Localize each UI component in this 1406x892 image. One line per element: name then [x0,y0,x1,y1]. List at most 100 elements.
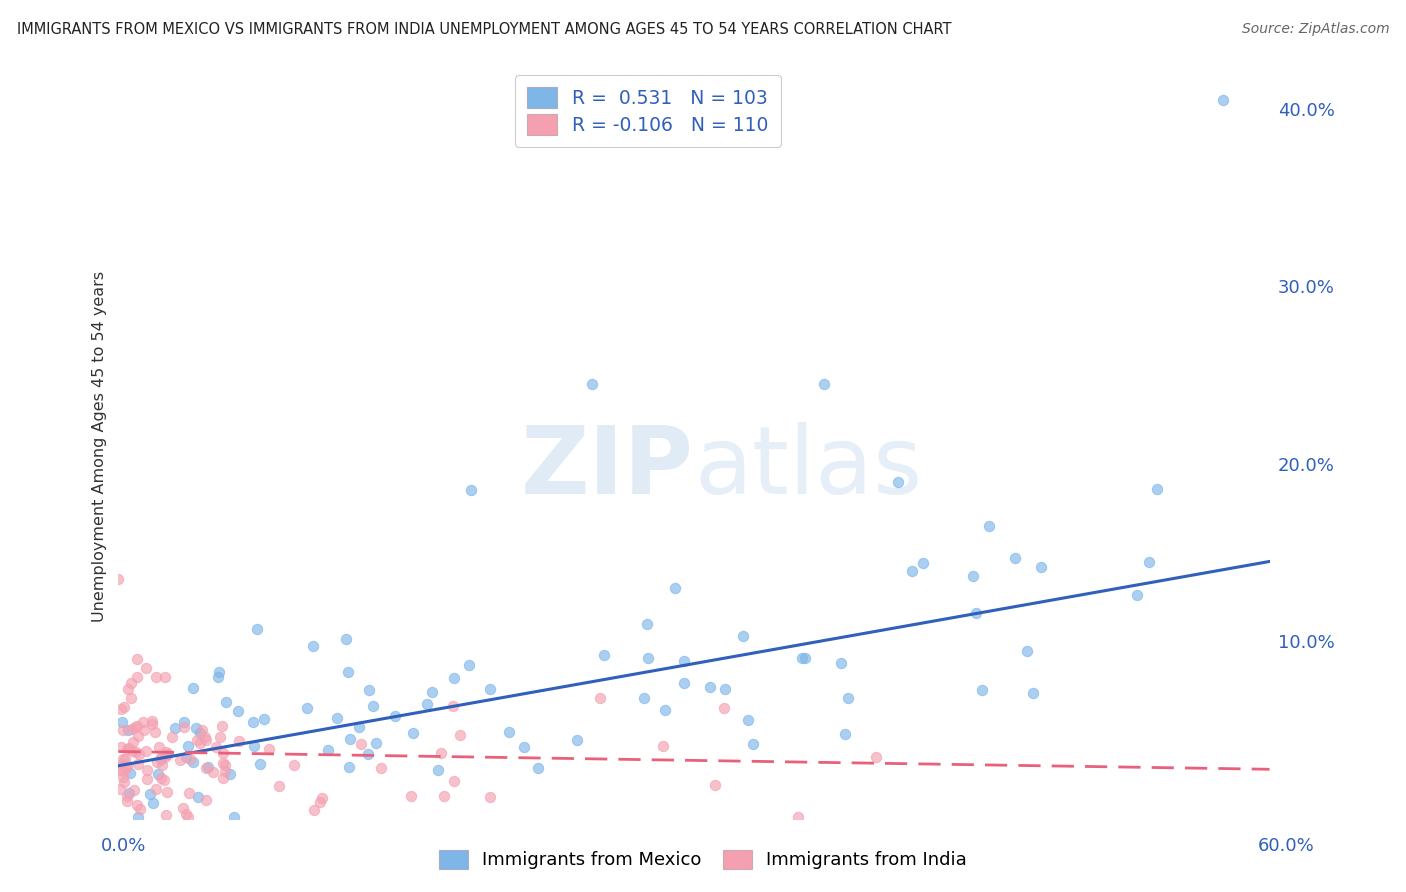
Y-axis label: Unemployment Among Ages 45 to 54 years: Unemployment Among Ages 45 to 54 years [93,270,107,622]
Point [112,774,135,789]
Point [153,749,176,764]
Point [787,810,810,824]
Point [191,723,214,738]
Point [112,770,135,784]
Point [114,752,136,766]
Point [179,751,201,765]
Point [127,729,149,743]
Point [1031,560,1053,574]
Point [339,760,361,774]
Point [965,606,987,620]
Point [498,724,520,739]
Point [479,682,502,697]
Point [1212,93,1234,107]
Point [215,695,238,709]
Point [117,681,139,696]
Point [115,759,138,773]
Point [652,739,675,753]
Text: atlas: atlas [695,423,922,515]
Point [637,650,659,665]
Point [208,665,231,679]
Point [149,771,172,785]
Point [173,720,195,734]
Point [654,703,676,717]
Point [127,757,149,772]
Point [335,632,357,646]
Point [111,751,134,765]
Point [132,723,155,738]
Point [366,736,388,750]
Point [672,676,695,690]
Point [211,719,233,733]
Point [742,737,765,751]
Point [156,785,179,799]
Point [714,681,737,696]
Point [179,786,201,800]
Point [347,720,370,734]
Point [115,742,138,756]
Point [834,727,856,741]
Point [177,810,200,824]
Point [565,733,588,747]
Point [111,723,134,737]
Point [901,564,924,578]
Point [145,670,167,684]
Point [112,700,135,714]
Point [318,743,340,757]
Point [114,761,136,775]
Point [359,682,381,697]
Point [145,782,167,797]
Point [129,802,152,816]
Point [111,757,134,772]
Point [793,650,815,665]
Point [156,747,179,761]
Point [121,722,143,736]
Point [633,691,655,706]
Point [224,810,246,824]
Point [253,712,276,726]
Point [384,708,406,723]
Point [155,807,177,822]
Point [150,752,173,766]
Point [124,783,146,797]
Point [115,789,138,804]
Point [214,764,236,779]
Point [441,699,464,714]
Point [153,773,176,788]
Point [135,661,157,675]
Point [186,721,208,735]
Point [142,796,165,810]
Point [187,790,209,805]
Point [977,519,1000,533]
Point [302,803,325,817]
Text: 0.0%: 0.0% [101,837,146,855]
Point [350,738,373,752]
Point [177,739,200,753]
Point [131,714,153,729]
Point [153,670,176,684]
Point [149,750,172,764]
Point [1137,555,1160,569]
Point [837,691,859,706]
Point [1125,588,1147,602]
Point [135,772,157,786]
Point [589,691,612,706]
Point [214,758,236,772]
Text: ZIP: ZIP [522,423,695,515]
Point [337,665,360,680]
Point [124,720,146,734]
Point [733,629,755,643]
Point [339,731,361,746]
Point [125,652,148,666]
Point [673,654,696,668]
Point [212,756,235,771]
Point [581,376,603,391]
Point [887,475,910,489]
Point [429,746,451,760]
Point [120,676,142,690]
Point [108,782,131,797]
Point [188,736,211,750]
Point [460,483,482,498]
Point [128,747,150,761]
Point [173,714,195,729]
